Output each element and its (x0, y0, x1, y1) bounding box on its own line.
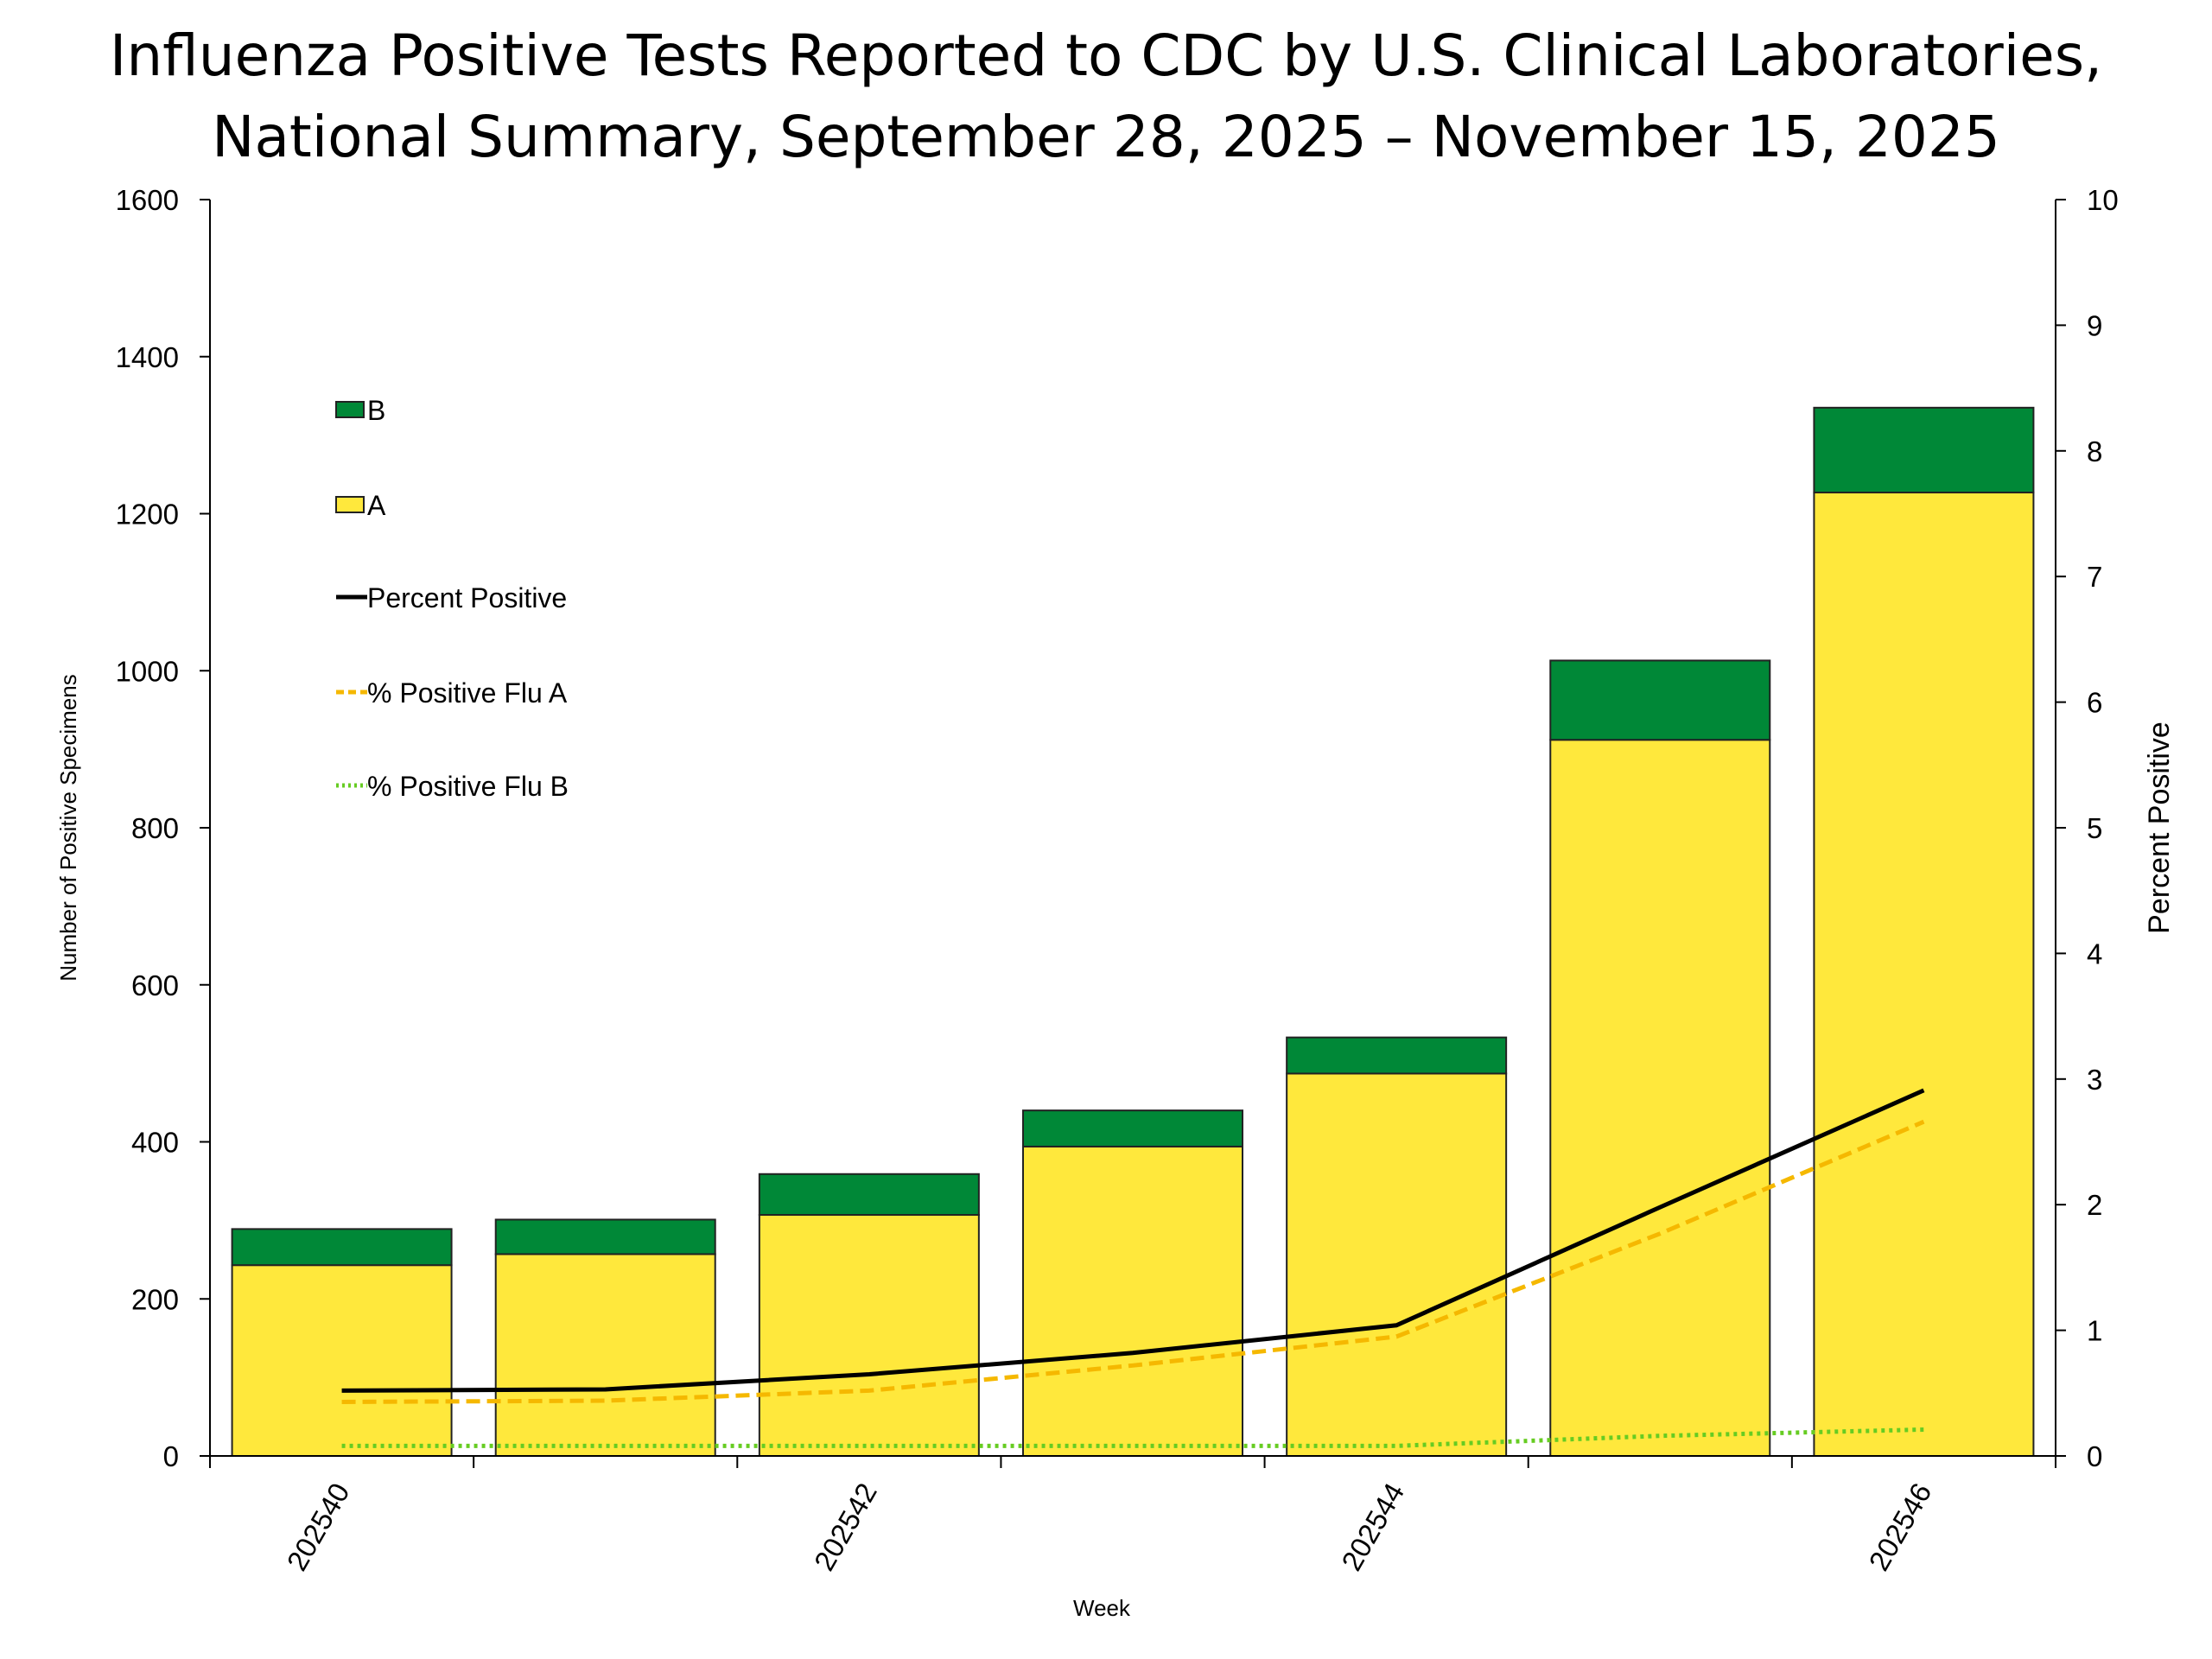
legend-swatch-a (335, 496, 365, 513)
bar-a-202540 (231, 1264, 453, 1457)
bar-a-202541 (494, 1253, 716, 1458)
y-tick-label: 1600 (116, 184, 179, 216)
chart-title-line-1: Influenza Positive Tests Reported to CDC… (109, 22, 2103, 89)
bar-b-202546 (1813, 406, 2035, 493)
y2-axis-label: Percent Positive (2143, 721, 2176, 934)
bar-a-202545 (1549, 739, 1771, 1457)
y2-tick-label: 5 (2087, 812, 2102, 844)
x-axis-label: Week (1073, 1595, 1131, 1621)
y-tick-label: 1400 (116, 341, 179, 373)
y2-tick-label: 6 (2087, 687, 2102, 719)
y2-tick-label: 3 (2087, 1064, 2102, 1096)
legend-label: % Positive Flu A (367, 677, 568, 709)
bar-b-202543 (1022, 1109, 1243, 1147)
legend-label: A (367, 490, 386, 521)
x-tick-label: 202540 (281, 1478, 356, 1576)
bar-a-202546 (1813, 491, 2035, 1457)
legend-swatch-b (335, 401, 365, 418)
y-tick-label: 1200 (116, 499, 179, 531)
bar-a-202544 (1286, 1072, 1508, 1457)
bar-a-202542 (758, 1214, 980, 1458)
y-axis-label: Number of Positive Specimens (55, 674, 81, 981)
y-tick-label: 1000 (116, 655, 179, 687)
y-tick-label: 0 (163, 1440, 179, 1472)
bar-b-202542 (758, 1173, 980, 1217)
x-tick-label: 202544 (1335, 1478, 1410, 1576)
y2-tick-label: 7 (2087, 561, 2102, 593)
legend-label: Percent Positive (367, 582, 567, 613)
x-tick-label: 202546 (1862, 1478, 1937, 1576)
y2-tick-label: 9 (2087, 309, 2102, 341)
legend-label: % Positive Flu B (367, 771, 569, 802)
bar-a-202543 (1022, 1145, 1243, 1457)
bars-layer (231, 406, 2035, 1458)
line-percent-positive (341, 1088, 1925, 1393)
line-positive-flu-a (341, 1119, 1925, 1404)
legend-label: B (367, 395, 385, 426)
y-tick-label: 800 (131, 812, 179, 844)
bar-b-202545 (1549, 659, 1771, 741)
y2-tick-label: 2 (2087, 1189, 2102, 1221)
y2-tick-label: 8 (2087, 435, 2102, 467)
legend: B A Percent Positive % Positive Flu A % Posi… (335, 395, 569, 802)
y-tick-label: 200 (131, 1283, 179, 1315)
bar-b-202541 (494, 1218, 716, 1255)
chart-title-line-2: National Summary, September 28, 2025 – N… (212, 104, 2000, 170)
y-tick-label: 600 (131, 969, 179, 1001)
y2-tick-label: 1 (2087, 1315, 2102, 1347)
y-tick-label: 400 (131, 1127, 179, 1159)
bar-b-202540 (231, 1228, 453, 1267)
y2-tick-label: 10 (2087, 184, 2119, 216)
lines-layer (341, 1088, 1925, 1448)
y2-tick-label: 0 (2087, 1440, 2102, 1472)
bar-b-202544 (1286, 1036, 1508, 1075)
y2-tick-label: 4 (2087, 938, 2102, 969)
chart-title: Influenza Positive Tests Reported to CDC… (0, 16, 2212, 178)
x-tick-label: 202542 (808, 1478, 883, 1576)
